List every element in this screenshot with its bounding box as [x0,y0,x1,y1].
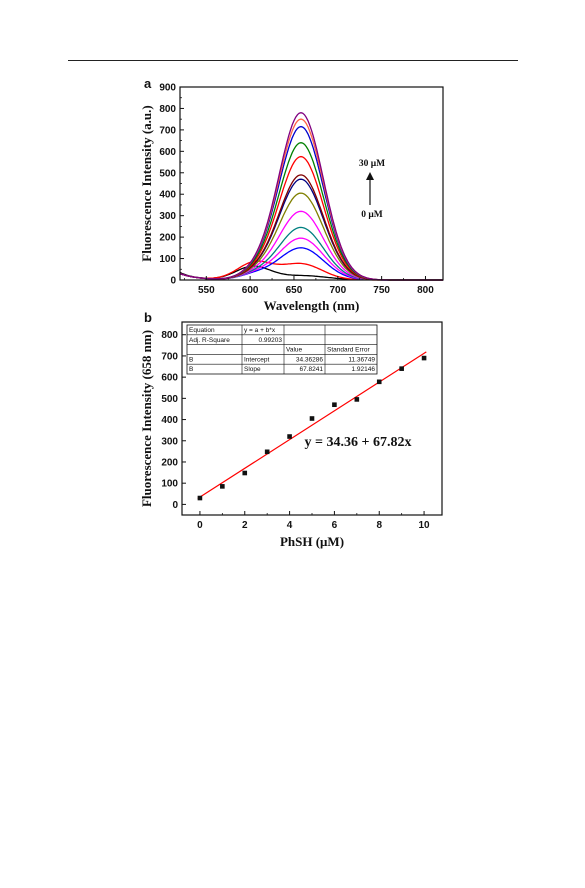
data-point [220,484,225,489]
data-point [376,379,382,385]
panel-b-xtick-label: 10 [419,520,431,531]
spectrum-series-0 [179,265,443,281]
fit-table-cell: 11.36749 [348,356,375,363]
panel-b-ytick-label: 0 [172,500,178,511]
spectrum-series-5 [179,210,443,281]
panel-a-ytick-label: 700 [159,125,176,136]
panel-a-xlabel: Wavelength (nm) [264,298,360,313]
panel-a-annotation-top: 30 μM [359,159,385,169]
fit-table-cell: Intercept [244,356,269,363]
panel-b-xtick-label: 8 [376,520,382,531]
data-point [309,416,315,421]
data-point [197,495,203,501]
fit-table-cell: B [189,356,193,363]
spectrum-series-10 [179,142,443,281]
page-header-rule [68,60,518,61]
fit-table-cell: 1.92146 [352,366,376,373]
panel-b-ylabel: Fluorescence Intensity (658 nm) [139,330,154,507]
panel-a-xtick-label: 750 [373,285,390,296]
data-point [287,434,292,439]
data-point [242,470,248,476]
panel-a-ytick-label: 800 [159,104,176,115]
data-point [354,397,360,402]
fit-table-cell: Standard Error [327,347,370,354]
fit-table-cell: 67.8241 [300,366,324,373]
panel-a-annotation-bottom: 0 μM [361,210,383,220]
panel-a-ytick-label: 200 [159,233,176,244]
panel-a-ytick-label: 500 [159,168,176,179]
panel-b-label: b [144,310,152,325]
fit-table-border [186,324,378,375]
panel-b-ytick-label: 300 [161,436,178,447]
panel-a-ytick-label: 100 [159,254,176,265]
panel-a-xtick-label: 650 [286,285,303,296]
spectrum-series-4 [179,226,443,281]
fit-table-cell: 0.99203 [259,337,283,344]
panel-b-xtick-label: 2 [242,520,248,531]
fit-table-cell: Equation [189,327,215,334]
fit-table-cell: 34.36286 [296,356,323,363]
fit-table-cell: Value [286,347,303,354]
panel-a-plot [179,112,443,281]
panel-b-xtick-label: 4 [287,520,293,531]
panel-b-xtick-label: 6 [332,520,338,531]
data-point [421,355,427,361]
panel-a-ytick-label: 600 [159,147,176,158]
spectrum-series-7 [179,178,443,281]
panel-b-ytick-label: 600 [161,373,178,384]
panel-a-arrow-head [366,172,374,180]
panel-b-ytick-label: 500 [161,394,178,405]
panel-a-xtick-label: 800 [417,285,434,296]
panel-b-ytick-label: 200 [161,457,178,468]
panel-a-ytick-label: 0 [170,276,176,287]
panel-b-ytick-label: 400 [161,415,178,426]
data-point [399,366,404,371]
panel-a-ytick-label: 300 [159,211,176,222]
fit-line [197,351,427,500]
panel-b-ytick-label: 800 [161,330,178,341]
spectrum-series-2 [179,247,443,281]
spectrum-series-1 [179,260,443,281]
panel-a-xtick-label: 600 [242,285,259,296]
spectrum-series-6 [179,192,443,281]
panel-a-xtick-label: 700 [329,285,346,296]
fit-table-cell: B [189,366,193,373]
fit-table-cell: y = a + b*x [244,327,276,334]
fit-table-cell: Adj. R-Square [189,337,230,344]
fit-results-table: Equation y = a + b*x Adj. R-Square 0.99203V… [186,324,378,375]
data-point [332,402,337,408]
panel-a-xtick-label: 550 [198,285,215,296]
data-point [264,449,270,455]
panel-a-ytick-label: 400 [159,190,176,201]
fit-equation-label: y = 34.36 + 67.82x [305,435,412,450]
panel-b-ytick-label: 700 [161,351,178,362]
panel-b-xtick-label: 0 [197,520,203,531]
fit-table-cell: Slope [244,366,261,373]
panel-b-ytick-label: 100 [161,479,178,490]
panel-a-ytick-label: 900 [159,83,176,94]
panel-a-ylabel: Fluorescence Intensity (a.u.) [139,105,154,261]
panel-a-label: a [144,76,152,91]
spectrum-series-3 [179,237,443,281]
panel-b-xlabel: PhSH (μM) [280,534,344,549]
